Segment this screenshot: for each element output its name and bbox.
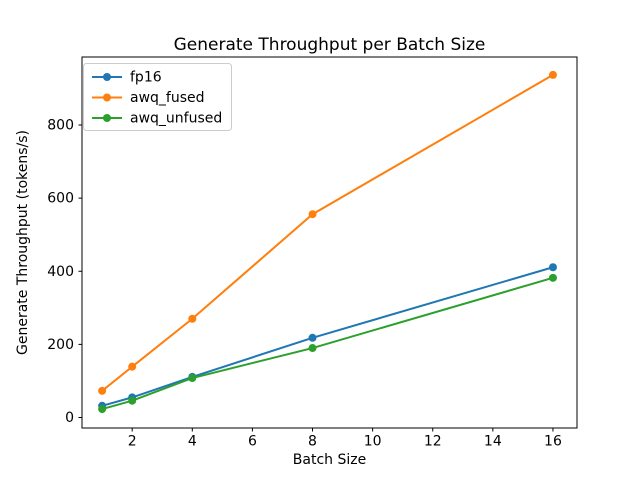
legend: fp16 awq_fused awq_unfused — [83, 63, 232, 131]
y-tick-label: 800 — [47, 118, 74, 134]
data-point-awq_fused — [188, 314, 197, 323]
data-point-awq_fused — [548, 70, 557, 79]
legend-label-fp16: fp16 — [130, 70, 162, 86]
data-point-awq_unfused — [548, 273, 557, 282]
data-point-awq_unfused — [308, 344, 317, 353]
data-series — [98, 70, 557, 414]
data-point-fp16 — [548, 263, 557, 272]
data-point-awq_unfused — [188, 374, 197, 383]
data-point-awq_fused — [308, 210, 317, 219]
x-tick-label: 14 — [484, 434, 502, 450]
legend-label-awq_fused: awq_fused — [130, 90, 205, 106]
legend-sample-marker — [103, 93, 111, 102]
x-tick-label: 8 — [308, 434, 317, 450]
data-point-awq_fused — [128, 362, 137, 371]
data-point-awq_fused — [98, 386, 107, 395]
data-point-awq_unfused — [98, 405, 107, 414]
data-point-fp16 — [308, 333, 317, 342]
x-tick-label: 2 — [128, 434, 137, 450]
x-tick-label: 4 — [188, 434, 197, 450]
y-tick-label: 200 — [47, 337, 74, 353]
x-axis-label: Batch Size — [293, 452, 366, 468]
legend-sample-marker — [103, 73, 111, 81]
y-axis-label: Generate Throughput (tokens/s) — [15, 130, 31, 355]
legend-sample-marker — [103, 114, 111, 122]
y-axis-ticks: 0 200 400 600 800 — [47, 118, 82, 426]
chart-title: Generate Throughput per Batch Size — [174, 35, 486, 55]
y-tick-label: 0 — [65, 410, 74, 426]
x-tick-label: 16 — [544, 434, 562, 450]
x-axis-ticks: 2 4 6 8 10 12 14 16 — [128, 428, 562, 450]
x-tick-label: 12 — [424, 434, 442, 450]
legend-frame — [83, 63, 232, 131]
legend-label-awq_unfused: awq_unfused — [130, 111, 222, 127]
series-line-awq_unfused — [101, 276, 554, 411]
x-tick-label: 10 — [364, 434, 382, 450]
y-tick-label: 400 — [47, 264, 74, 280]
data-point-awq_unfused — [128, 396, 137, 405]
x-tick-label: 6 — [248, 434, 257, 450]
y-tick-label: 600 — [47, 191, 74, 207]
plot-area — [81, 56, 578, 429]
